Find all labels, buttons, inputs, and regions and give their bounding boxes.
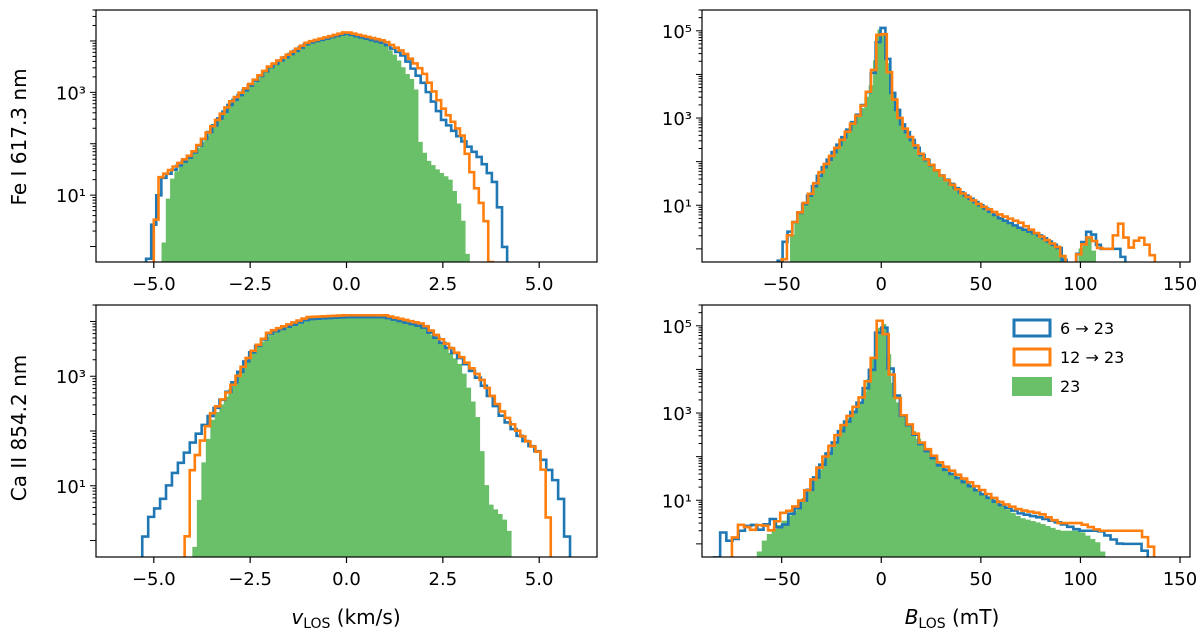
x-tick-label-fe-v-3: 2.5 bbox=[429, 274, 458, 295]
axes-frame-ca-b bbox=[701, 304, 1191, 558]
legend-label-12-23: 12 → 23 bbox=[1060, 348, 1124, 367]
x-tick-label-ca-b-0: −50 bbox=[763, 569, 801, 590]
row-label-ca: Ca II 854.2 nm bbox=[7, 355, 31, 502]
x-tick-label-ca-b-4: 150 bbox=[1163, 569, 1197, 590]
y-tick-label-fe-b-2: 10⁵ bbox=[662, 22, 692, 43]
x-tick-label-ca-b-1: 0 bbox=[876, 569, 887, 590]
legend: 6 → 23 12 → 23 23 bbox=[1012, 318, 1124, 396]
legend-swatch-12-23 bbox=[1012, 347, 1052, 367]
axes-frame-fe-b bbox=[701, 9, 1191, 263]
x-tick-label-ca-v-4: 5.0 bbox=[525, 569, 554, 590]
legend-swatch-6-23 bbox=[1012, 318, 1052, 338]
series-fe-b-2 bbox=[790, 29, 1096, 262]
y-tick-label-fe-b-0: 10¹ bbox=[662, 196, 692, 217]
legend-label-6-23: 6 → 23 bbox=[1060, 319, 1114, 338]
x-tick-label-fe-b-2: 50 bbox=[969, 274, 992, 295]
y-tick-label-fe-v-1: 10³ bbox=[56, 83, 86, 104]
series-ca-b-2 bbox=[756, 323, 1106, 557]
xlabel-bfield: BLOS (mT) bbox=[905, 605, 1000, 632]
panel-fe-bfield: −50 0 50 100 150 10¹ 10³ 10⁵ bbox=[662, 9, 1197, 295]
x-tick-label-ca-b-3: 100 bbox=[1063, 569, 1097, 590]
series-ca-v-2 bbox=[192, 316, 512, 557]
legend-swatch-23 bbox=[1012, 377, 1052, 396]
x-tick-label-fe-b-3: 100 bbox=[1063, 274, 1097, 295]
y-tick-label-ca-v-1: 10³ bbox=[56, 367, 86, 388]
legend-label-23: 23 bbox=[1060, 377, 1080, 396]
series-ca-v-1 bbox=[183, 313, 553, 557]
x-tick-label-fe-v-0: −5.0 bbox=[132, 274, 176, 295]
x-tick-label-fe-b-4: 150 bbox=[1163, 274, 1197, 295]
x-tick-label-ca-v-2: 0.0 bbox=[332, 569, 361, 590]
y-tick-label-ca-b-2: 10⁵ bbox=[662, 317, 692, 338]
y-tick-label-ca-b-0: 10¹ bbox=[662, 491, 692, 512]
x-tick-label-ca-v-1: −2.5 bbox=[228, 569, 272, 590]
xlabel-velocity: vLOS (km/s) bbox=[291, 605, 400, 632]
y-tick-label-ca-b-1: 10³ bbox=[662, 404, 692, 425]
panel-ca-velocity: −5.0 −2.5 0.0 2.5 5.0 10¹ 10³ bbox=[56, 304, 598, 590]
x-tick-label-fe-b-0: −50 bbox=[763, 274, 801, 295]
y-tick-label-fe-v-0: 10¹ bbox=[56, 186, 86, 207]
panel-fe-velocity: −5.0 −2.5 0.0 2.5 5.0 10¹ 10³ bbox=[56, 9, 598, 295]
series-fe-v-1 bbox=[152, 31, 495, 262]
series-fe-v-2 bbox=[161, 33, 470, 262]
x-tick-label-fe-v-2: 0.0 bbox=[332, 274, 361, 295]
x-tick-label-fe-v-4: 5.0 bbox=[525, 274, 554, 295]
x-tick-label-fe-b-1: 0 bbox=[876, 274, 887, 295]
series-fe-b-1 bbox=[780, 32, 1157, 262]
x-tick-label-fe-v-1: −2.5 bbox=[228, 274, 272, 295]
y-tick-label-fe-b-1: 10³ bbox=[662, 109, 692, 130]
series-ca-b-1 bbox=[730, 319, 1156, 557]
x-tick-label-ca-b-2: 50 bbox=[969, 569, 992, 590]
x-tick-label-ca-v-3: 2.5 bbox=[429, 569, 458, 590]
panel-ca-bfield: −50 0 50 100 150 10¹ 10³ 10⁵ bbox=[662, 304, 1197, 590]
row-label-fe: Fe I 617.3 nm bbox=[7, 68, 31, 205]
x-tick-label-ca-v-0: −5.0 bbox=[132, 569, 176, 590]
series-ca-v-0 bbox=[140, 315, 572, 557]
y-tick-label-ca-v-0: 10¹ bbox=[56, 477, 86, 498]
